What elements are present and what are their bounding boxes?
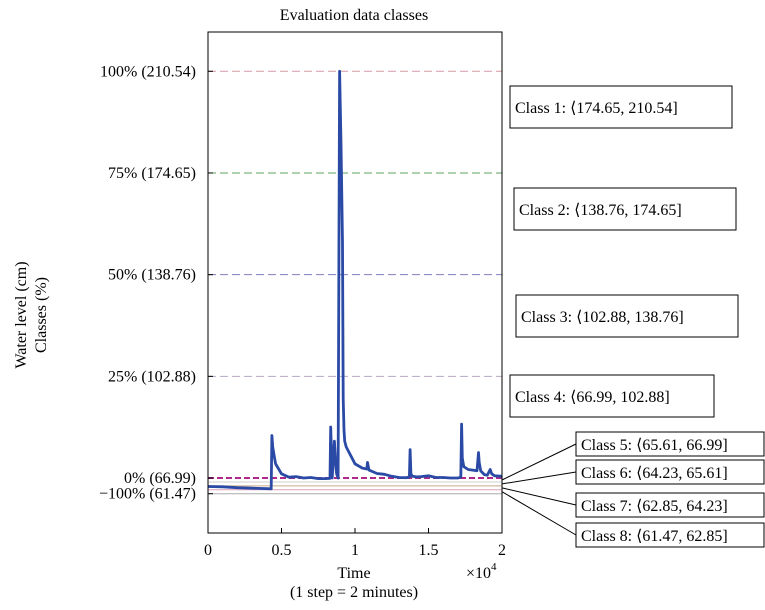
y-tick-label-1: 75% (174.65) [108,165,196,182]
x-tick-label-1: 0.5 [272,542,292,559]
class-box-2 [513,187,737,231]
series-line-0 [207,69,503,491]
class-label-2: Class 2: ⟨138.76, 174.65] [519,202,682,219]
x-tick-label-2: 1 [351,542,359,559]
class-leader-7 [501,487,577,506]
class-leader-6 [501,471,577,485]
class-leader-8 [501,491,577,536]
y-tick-label-4: 0% (66.99) [124,470,196,487]
x-tick-label-0: 0 [204,542,212,559]
threshold-lines [208,70,502,495]
class-box-6 [575,459,765,485]
class-box-3 [515,294,739,338]
y-tick-label-2: 50% (138.76) [108,267,196,284]
class-label-3: Class 3: ⟨102.88, 138.76] [521,309,684,326]
chart-title: Evaluation data classes [280,7,428,24]
plot-frame [207,31,503,534]
class-box-1 [509,85,733,129]
y-tick-label-3: 25% (102.88) [108,368,196,385]
class-label-6: Class 6: ⟨64.23, 65.61] [581,465,728,482]
y-axis-label-line-1: Water level (cm) [13,261,30,368]
class-label-5: Class 5: ⟨65.61, 66.99] [581,437,728,454]
class-label-4: Class 4: ⟨66.99, 102.88] [515,389,670,406]
x-axis-multiplier-exponent: 4 [491,561,497,573]
class-label-8: Class 8: ⟨61.47, 62.85] [581,528,728,545]
x-axis-label: Time [337,565,370,582]
class-leader-5 [501,443,577,481]
class-box-5 [575,431,765,457]
y-axis-label: Water level (cm) Classes (%) [13,261,50,368]
y-tick-label-5: −100% (61.47) [99,486,196,503]
y-axis-label-line-2: Classes (%) [33,277,50,353]
class-labels: Class 1: ⟨174.65, 210.54] Class 2: ⟨138.7… [501,85,765,548]
class-box-7 [575,492,765,518]
y-tick-label-0: 100% (210.54) [100,63,196,80]
axis-ticks: 0 0.5 1 1.5 2 100% (210.54) 75% (174.65) 50% (1… [99,63,506,559]
x-tick-label-3: 1.5 [419,542,439,559]
x-tick-label-4: 2 [498,542,506,559]
x-axis-multiplier: ×104 [466,561,497,582]
x-axis-multiplier-base: ×10 [466,565,491,582]
class-box-8 [575,522,765,548]
class-box-4 [509,374,715,418]
series-layer [207,69,503,491]
class-label-1: Class 1: ⟨174.65, 210.54] [515,100,678,117]
class-label-7: Class 7: ⟨62.85, 64.23] [581,498,728,515]
x-axis-label-note: (1 step = 2 minutes) [290,584,418,601]
